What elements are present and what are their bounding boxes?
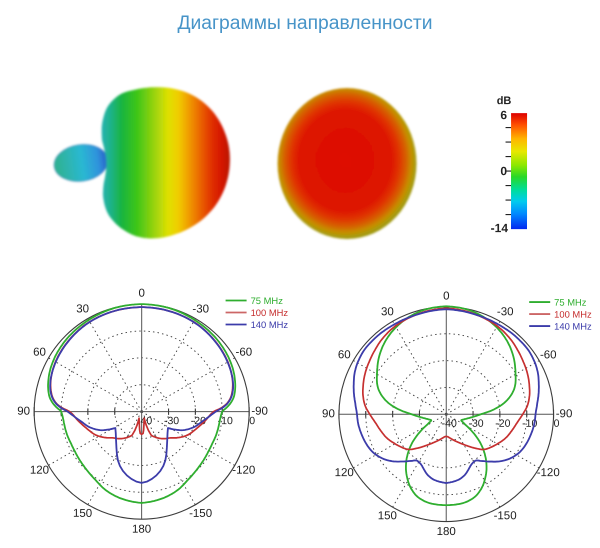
svg-text:-30: -30 bbox=[164, 415, 179, 427]
svg-text:120: 120 bbox=[30, 465, 49, 477]
svg-text:75 MHz: 75 MHz bbox=[554, 297, 587, 308]
svg-text:120: 120 bbox=[335, 467, 354, 479]
svg-text:-150: -150 bbox=[494, 510, 517, 522]
svg-text:0: 0 bbox=[249, 415, 255, 427]
svg-text:180: 180 bbox=[437, 526, 456, 538]
svg-text:-30: -30 bbox=[192, 303, 209, 315]
svg-text:-30: -30 bbox=[497, 306, 514, 318]
svg-text:140 MHz: 140 MHz bbox=[554, 321, 592, 332]
svg-text:0: 0 bbox=[500, 164, 507, 178]
svg-text:90: 90 bbox=[17, 406, 30, 418]
svg-text:100 MHz: 100 MHz bbox=[251, 307, 289, 318]
svg-text:-90: -90 bbox=[556, 408, 573, 420]
svg-text:-60: -60 bbox=[236, 347, 253, 359]
svg-text:-40: -40 bbox=[442, 418, 457, 430]
svg-text:-30: -30 bbox=[468, 418, 483, 430]
svg-text:0: 0 bbox=[138, 288, 144, 300]
svg-text:-150: -150 bbox=[189, 508, 212, 520]
svg-text:30: 30 bbox=[76, 303, 89, 315]
svg-text:-14: -14 bbox=[491, 221, 509, 235]
svg-text:100 MHz: 100 MHz bbox=[554, 309, 592, 320]
svg-text:6: 6 bbox=[500, 108, 507, 122]
svg-text:150: 150 bbox=[73, 508, 92, 520]
svg-text:60: 60 bbox=[33, 347, 46, 359]
svg-text:140 MHz: 140 MHz bbox=[251, 319, 289, 330]
svg-text:-90: -90 bbox=[251, 406, 268, 418]
svg-text:-120: -120 bbox=[537, 467, 560, 479]
svg-text:60: 60 bbox=[338, 349, 351, 361]
svg-text:0: 0 bbox=[554, 418, 560, 430]
svg-text:30: 30 bbox=[381, 306, 394, 318]
svg-text:90: 90 bbox=[322, 408, 335, 420]
svg-text:0: 0 bbox=[443, 290, 449, 302]
svg-text:dB: dB bbox=[497, 95, 512, 107]
svg-text:-60: -60 bbox=[540, 349, 557, 361]
svg-text:-10: -10 bbox=[218, 415, 233, 427]
svg-text:-20: -20 bbox=[495, 418, 510, 430]
svg-text:180: 180 bbox=[132, 524, 151, 536]
svg-text:150: 150 bbox=[378, 510, 397, 522]
svg-text:-120: -120 bbox=[232, 465, 255, 477]
svg-text:75 MHz: 75 MHz bbox=[251, 295, 284, 306]
